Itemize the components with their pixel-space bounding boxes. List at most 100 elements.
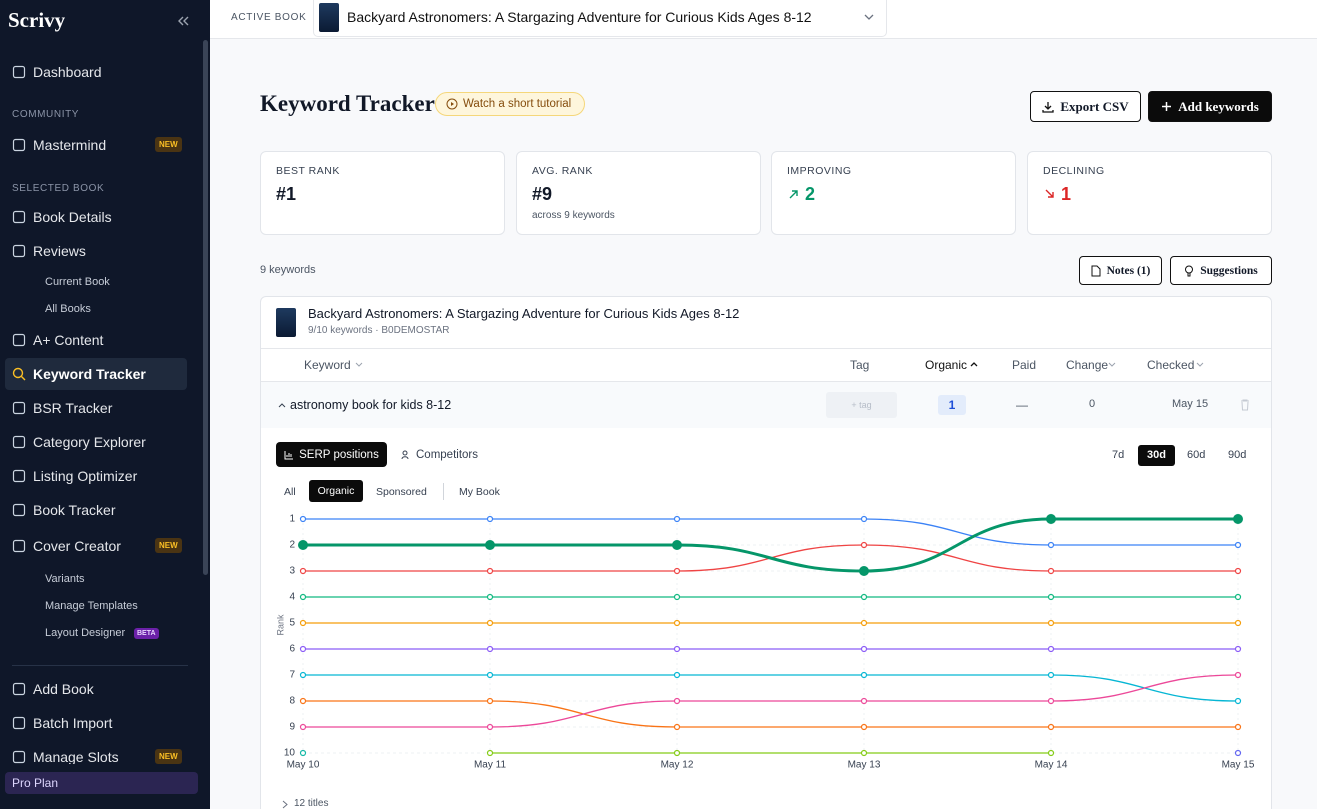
divider xyxy=(443,483,444,500)
data-point xyxy=(860,671,868,679)
nav-item[interactable]: Dashboard xyxy=(33,64,102,80)
data-point xyxy=(860,619,868,627)
nav-icon xyxy=(12,401,26,415)
tutorial-link[interactable]: Watch a short tutorial xyxy=(435,92,585,116)
tab-text: Competitors xyxy=(416,449,478,461)
filter-option[interactable]: All xyxy=(284,486,296,498)
nav-badge: NEW xyxy=(155,538,182,553)
data-point xyxy=(486,515,494,523)
data-point xyxy=(860,645,868,653)
add-keywords-button[interactable]: Add keywords xyxy=(1148,91,1272,122)
keyword-row[interactable] xyxy=(261,382,1271,428)
bulb-icon xyxy=(1185,265,1194,276)
nav-item[interactable]: Book Details xyxy=(33,209,112,225)
series-line xyxy=(303,700,1238,728)
data-point xyxy=(299,671,307,679)
delete-icon[interactable] xyxy=(1240,399,1250,411)
nav-item[interactable]: A+ Content xyxy=(33,332,104,348)
range-option[interactable]: 90d xyxy=(1228,449,1247,461)
titles-toggle[interactable]: 12 titles xyxy=(294,798,329,809)
nav-section: SELECTED BOOK xyxy=(12,183,105,194)
data-point xyxy=(673,749,681,757)
nav-subitem[interactable]: Variants xyxy=(45,573,85,585)
nav-subitem[interactable]: All Books xyxy=(45,303,91,315)
book-select[interactable] xyxy=(313,0,887,37)
data-point xyxy=(673,567,681,575)
data-point xyxy=(1234,567,1242,575)
nav-item[interactable]: Keyword Tracker xyxy=(33,366,146,382)
book-thumbnail xyxy=(276,308,296,337)
data-point xyxy=(1047,697,1055,705)
x-tick-label: May 13 xyxy=(848,760,881,771)
tab[interactable]: Competitors xyxy=(401,449,478,461)
nav-item[interactable]: Listing Optimizer xyxy=(33,468,138,484)
data-point xyxy=(860,749,868,757)
notes-button[interactable]: Notes (1) xyxy=(1079,256,1162,285)
chart-icon xyxy=(284,450,294,459)
column-header[interactable]: Checked xyxy=(1147,358,1195,372)
plan-badge[interactable]: Pro Plan xyxy=(5,772,198,794)
brand[interactable]: Scrivy xyxy=(8,8,66,32)
expand-icon[interactable] xyxy=(281,800,289,809)
x-tick-label: May 14 xyxy=(1035,760,1068,771)
active-book-title: Backyard Astronomers: A Stargazing Adven… xyxy=(347,9,812,25)
column-header[interactable]: Keyword xyxy=(304,358,351,372)
collapse-row-icon[interactable] xyxy=(277,401,287,409)
range-option[interactable]: 7d xyxy=(1112,449,1125,461)
data-point xyxy=(486,749,494,757)
y-tick-label: 4 xyxy=(289,592,295,603)
stat-label: BEST RANK xyxy=(276,165,340,177)
stat-card: BEST RANK #1 xyxy=(260,151,505,235)
data-point xyxy=(1046,514,1056,524)
nav-subitem[interactable]: Layout Designer xyxy=(45,627,126,639)
sidebar: Scrivy Dashboard COMMUNITY Mastermind NEW SE… xyxy=(0,0,210,809)
suggestions-button[interactable]: Suggestions xyxy=(1170,256,1272,285)
filter-option[interactable]: Sponsored xyxy=(376,486,427,498)
filter-option[interactable]: My Book xyxy=(459,486,500,498)
nav-item[interactable]: Manage Slots xyxy=(33,749,119,765)
data-point xyxy=(1234,723,1242,731)
data-point xyxy=(1047,645,1055,653)
data-point xyxy=(1234,541,1242,549)
down-arrow xyxy=(1045,189,1054,198)
data-point xyxy=(859,566,869,576)
data-point xyxy=(1234,749,1242,757)
nav-item[interactable]: Cover Creator xyxy=(33,538,121,554)
nav-item[interactable]: BSR Tracker xyxy=(33,400,113,416)
change: 0 xyxy=(1089,398,1096,410)
data-point xyxy=(1047,671,1055,679)
data-point xyxy=(486,619,494,627)
data-point xyxy=(1233,514,1243,524)
nav-item[interactable]: Mastermind xyxy=(33,137,107,153)
series-line xyxy=(303,544,1238,572)
tab-active[interactable]: SERP positions xyxy=(276,442,387,467)
data-point xyxy=(1047,567,1055,575)
nav-item[interactable]: Book Tracker xyxy=(33,502,116,518)
filter-option-active[interactable]: Organic xyxy=(309,480,363,502)
tag-button[interactable]: + tag xyxy=(826,392,897,418)
nav-item[interactable]: Add Book xyxy=(33,681,94,697)
nav-item[interactable]: Category Explorer xyxy=(33,434,146,450)
column-header[interactable]: Organic xyxy=(925,358,968,372)
data-point xyxy=(1234,619,1242,627)
y-tick-label: 8 xyxy=(289,696,295,707)
range-option[interactable]: 60d xyxy=(1187,449,1206,461)
column-header[interactable]: Change xyxy=(1066,358,1109,372)
nav-icon xyxy=(12,138,26,152)
stat-value: #1 xyxy=(276,184,297,204)
nav-item[interactable]: Batch Import xyxy=(33,715,113,731)
up-arrow xyxy=(789,190,798,199)
paid-rank: — xyxy=(1016,398,1028,412)
data-point xyxy=(673,723,681,731)
nav-badge: BETA xyxy=(134,628,159,639)
nav-item[interactable]: Reviews xyxy=(33,243,86,259)
y-tick-label: 7 xyxy=(289,670,295,681)
nav-subitem[interactable]: Manage Templates xyxy=(45,600,138,612)
nav-subitem[interactable]: Current Book xyxy=(45,276,110,288)
divider xyxy=(261,348,1271,349)
data-point xyxy=(299,645,307,653)
collapse-icon[interactable] xyxy=(176,14,190,28)
data-point xyxy=(672,540,682,550)
range-option-active[interactable]: 30d xyxy=(1138,445,1175,466)
export-button[interactable]: Export CSV xyxy=(1030,91,1141,122)
